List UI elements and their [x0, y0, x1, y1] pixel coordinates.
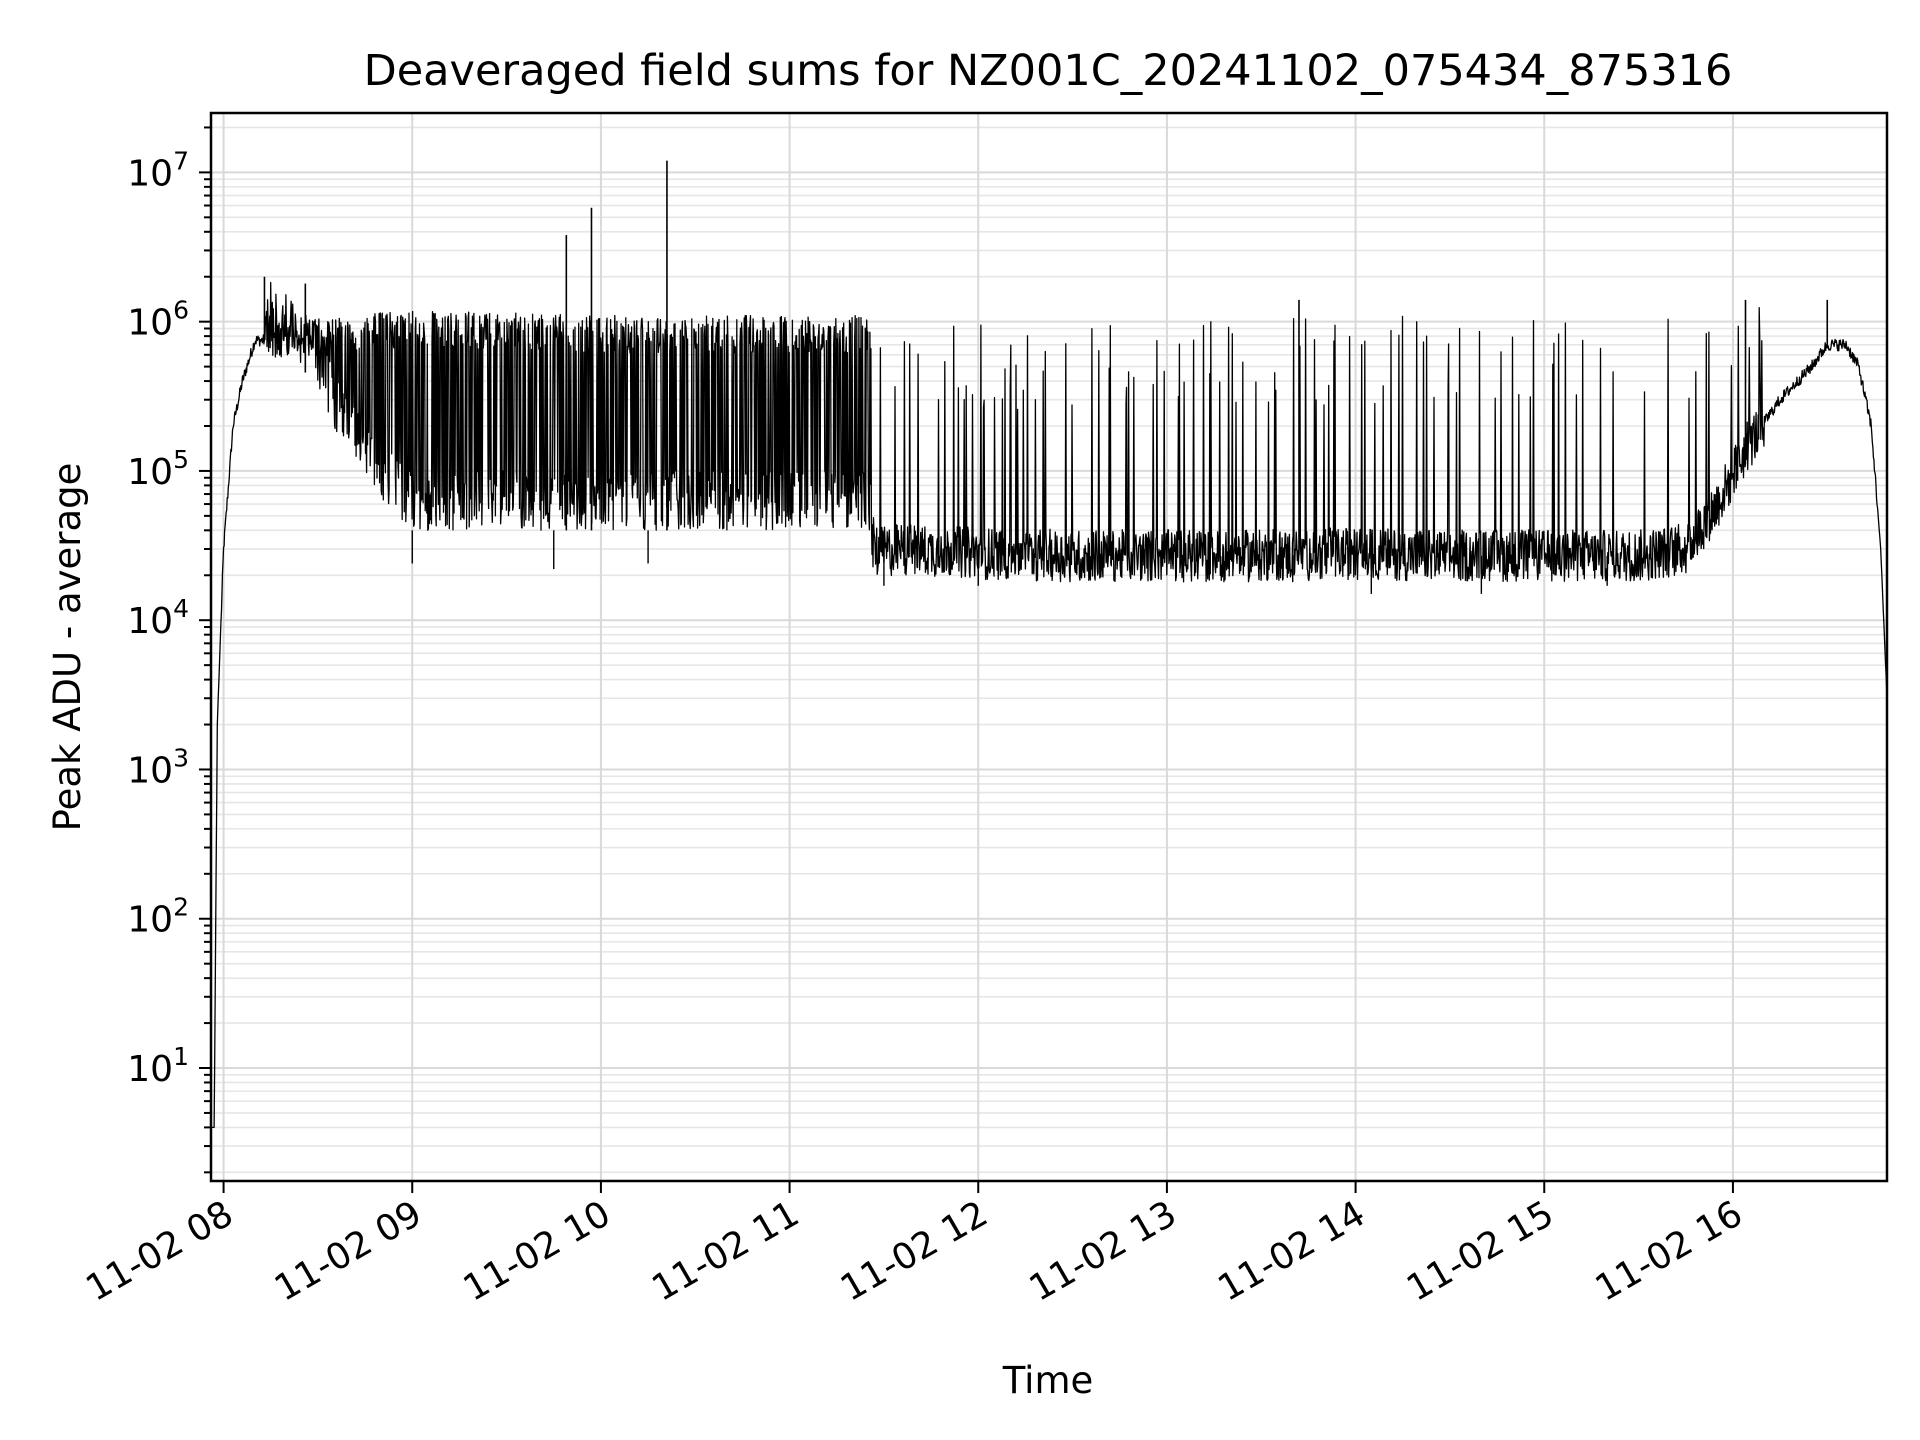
y-tick-label: 106 — [127, 296, 189, 344]
y-tick-label: 101 — [127, 1042, 189, 1090]
y-tick-label: 104 — [127, 594, 189, 642]
chart-title: Deaveraged field sums for NZ001C_2024110… — [364, 46, 1733, 96]
plot-frame — [209, 111, 1889, 1183]
series-layer — [210, 160, 1888, 1129]
y-tick-label: 102 — [127, 893, 189, 941]
y-tick-label: 103 — [127, 743, 189, 791]
x-axis-label: Time — [1002, 1359, 1094, 1402]
grid-lines — [211, 113, 1887, 1181]
y-axis-label: Peak ADU - average — [46, 463, 89, 832]
y-axis-ticks: 101 102 103 104 105 106 107 — [127, 126, 211, 1174]
y-tick-label: 105 — [127, 445, 189, 493]
y-tick-label: 107 — [127, 146, 189, 194]
